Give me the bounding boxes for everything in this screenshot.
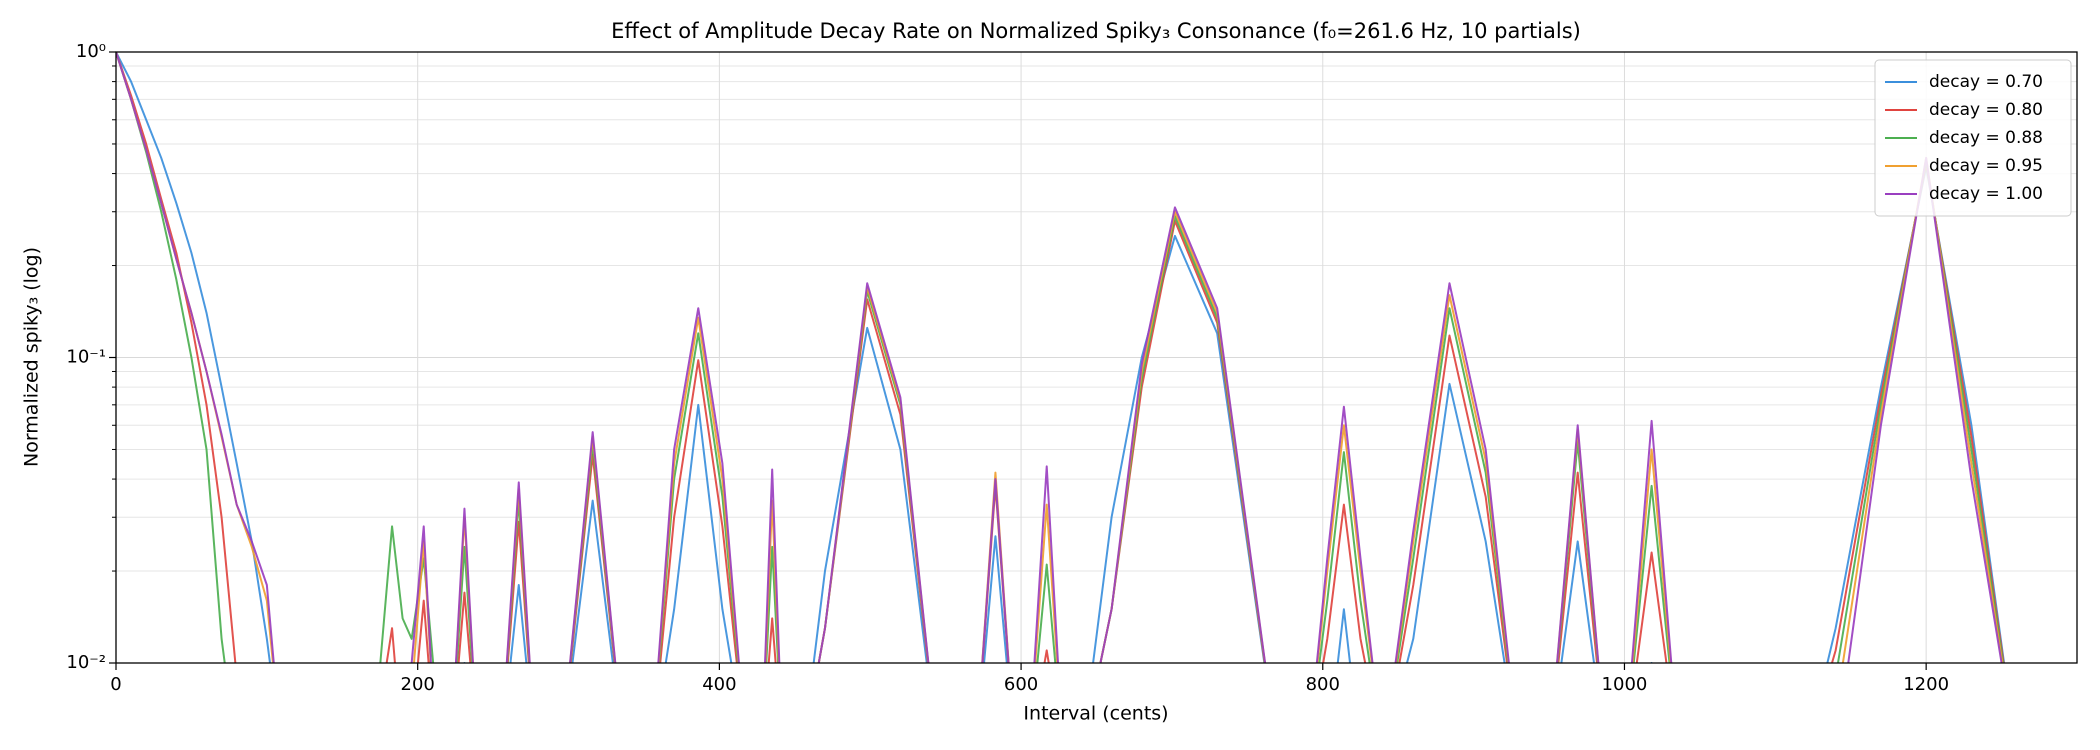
x-axis-label: Interval (cents) [1023, 703, 1168, 725]
series-line [116, 52, 2005, 663]
y-tick-label: 10⁻² [66, 652, 106, 673]
legend-label: decay = 1.00 [1929, 184, 2043, 204]
x-tick-label: 600 [1004, 674, 1038, 695]
series-line [116, 52, 2006, 663]
x-tick-label: 800 [1306, 674, 1340, 695]
legend-label: decay = 0.95 [1929, 156, 2043, 176]
legend: decay = 0.70 decay = 0.80 decay = 0.88 deca… [1874, 59, 2072, 217]
legend-label: decay = 0.88 [1929, 128, 2043, 148]
series-line [116, 52, 2003, 663]
x-tick-label: 1200 [1903, 674, 1949, 695]
y-axis-label: Normalized spiky₃ (log) [21, 247, 43, 467]
y-tick-label: 10⁻¹ [66, 347, 106, 368]
grid [115, 51, 2077, 664]
axes: 10⁻² 10⁻¹ 10⁰ 0 200 400 600 800 1000 1200 [66, 41, 1949, 695]
x-tick-label: 200 [401, 674, 435, 695]
legend-label: decay = 0.70 [1929, 72, 2043, 92]
chart-title: Effect of Amplitude Decay Rate on Normal… [611, 19, 1581, 43]
x-tick-label: 1000 [1602, 674, 1648, 695]
legend-label: decay = 0.80 [1929, 100, 2043, 120]
plot-lines [116, 52, 2006, 663]
y-tick-label: 10⁰ [76, 41, 106, 62]
x-tick-label: 0 [110, 674, 121, 695]
x-tick-label: 400 [702, 674, 736, 695]
legend-box [1874, 59, 2072, 217]
